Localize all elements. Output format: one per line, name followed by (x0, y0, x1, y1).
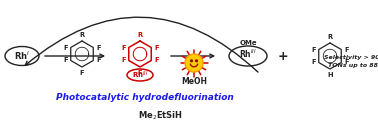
Text: Rh$^{III}$: Rh$^{III}$ (239, 48, 257, 60)
Text: +: + (278, 50, 288, 63)
Text: R: R (327, 34, 333, 40)
Text: F: F (121, 44, 126, 50)
Text: F: F (96, 58, 101, 64)
Text: R: R (79, 32, 85, 38)
Text: F: F (154, 44, 159, 50)
Text: F: F (311, 60, 316, 66)
Text: F: F (344, 60, 349, 66)
FancyArrowPatch shape (25, 17, 258, 72)
Text: TONs up to 880: TONs up to 880 (328, 63, 378, 67)
Text: Photocatalytic hydrodefluorination: Photocatalytic hydrodefluorination (56, 94, 234, 103)
Text: H: H (327, 72, 333, 78)
Text: F: F (121, 58, 126, 64)
Text: F: F (154, 58, 159, 64)
Text: F: F (344, 47, 349, 52)
Circle shape (191, 60, 192, 62)
Text: Selectivity > 90%: Selectivity > 90% (324, 55, 378, 61)
Text: R: R (138, 32, 143, 38)
Circle shape (185, 54, 203, 72)
Text: F: F (80, 70, 84, 76)
Text: F: F (96, 44, 101, 50)
Text: Rh$^{I}$: Rh$^{I}$ (14, 50, 30, 62)
Circle shape (195, 60, 197, 62)
Text: F: F (63, 58, 68, 64)
Text: F: F (138, 70, 142, 76)
Text: F: F (63, 44, 68, 50)
Text: OMe: OMe (239, 40, 257, 46)
Circle shape (186, 55, 201, 71)
Text: Rh$^{III}$: Rh$^{III}$ (132, 69, 148, 81)
Text: MeOH: MeOH (181, 77, 207, 86)
Text: F: F (311, 47, 316, 52)
Text: Me$_2$EtSiH: Me$_2$EtSiH (138, 110, 183, 122)
